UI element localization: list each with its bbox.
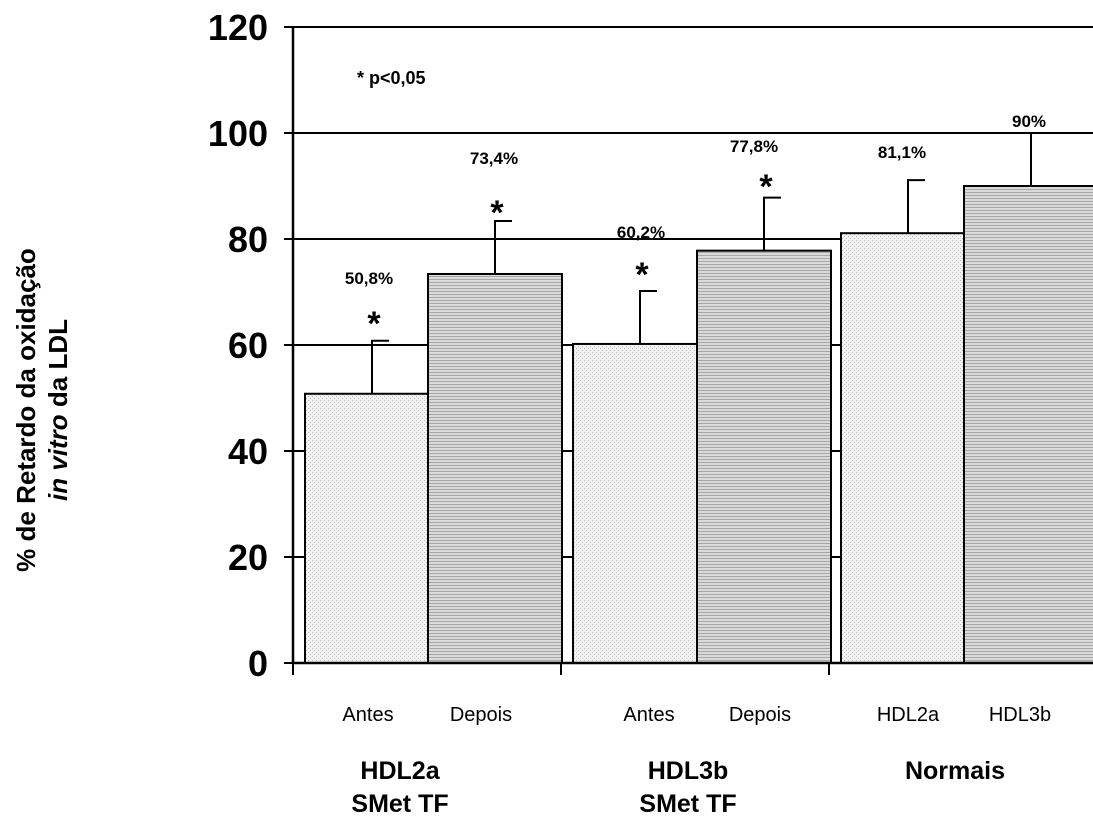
y-tick-label: 40 [228, 431, 268, 472]
y-axis-title: % de Retardo da oxidação in vitro da LDL [11, 248, 73, 572]
significance-star: * [635, 256, 649, 294]
y-tick-label: 0 [248, 643, 268, 684]
x-category-label: Antes [342, 704, 393, 726]
y-axis-label-rest: da LDL [43, 319, 73, 414]
x-category-label: Depois [450, 704, 512, 726]
y-tick-labels: 0 20 40 60 80 100 120 [208, 7, 268, 684]
bar-hdl2a [840, 232, 976, 664]
data-label: 50,8% [345, 269, 393, 288]
y-tick-label: 80 [228, 219, 268, 260]
y-axis-label-line2: in vitro da LDL [43, 319, 73, 501]
x-category-label: HDL2a [877, 704, 940, 726]
data-label: 60,2% [617, 223, 665, 242]
x-category-labels: Antes Depois Antes Depois HDL2a HDL3b [342, 704, 1051, 726]
y-tick-label: 60 [228, 325, 268, 366]
bar-hdl3b [963, 185, 1093, 664]
data-label: 77,8% [730, 137, 778, 156]
y-tick-label: 120 [208, 7, 268, 48]
x-group-label-line1: Normais [905, 757, 1005, 785]
bar-depois [696, 249, 832, 664]
x-group-label-line2: SMet TF [351, 790, 448, 818]
data-label: 90% [1012, 112, 1046, 131]
bars [304, 132, 1093, 664]
axes [284, 26, 1093, 675]
bar-antes [572, 342, 708, 664]
significance-note: * p<0,05 [357, 68, 426, 88]
significance-star: * [367, 305, 381, 343]
x-category-label: Antes [623, 704, 674, 726]
bar-depois [427, 272, 563, 664]
x-group-label-line2: SMet TF [639, 790, 736, 818]
data-label: 81,1% [878, 143, 926, 162]
annotations: 50,8% * 73,4% * 60,2% * 77,8% * 81,1% 90% [345, 112, 1046, 343]
x-category-label: Depois [729, 704, 791, 726]
y-axis-label-line1: % de Retardo da oxidação [11, 248, 41, 572]
x-group-label-line1: HDL2a [360, 757, 440, 785]
x-group-label-line1: HDL3b [648, 757, 729, 785]
y-tick-label: 20 [228, 537, 268, 578]
significance-star: * [490, 194, 504, 232]
x-category-label: HDL3b [989, 704, 1051, 726]
data-label: 73,4% [470, 149, 518, 168]
significance-star: * [759, 168, 773, 206]
y-tick-label: 100 [208, 113, 268, 154]
y-axis-label-italic: in vitro [43, 414, 73, 501]
x-group-labels: HDL2a SMet TF HDL3b SMet TF Normais [351, 757, 1005, 818]
bar-antes [304, 392, 440, 664]
